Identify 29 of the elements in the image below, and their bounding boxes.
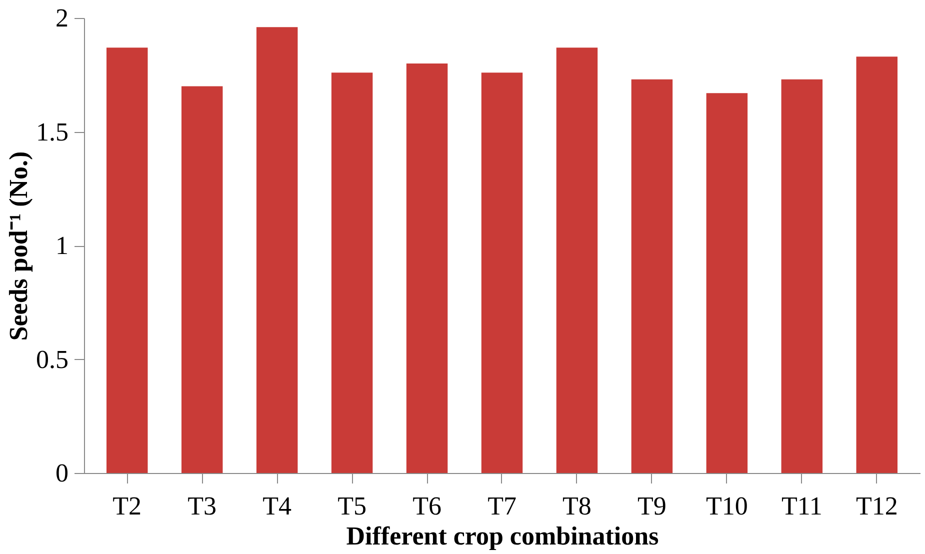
x-tick-label: T10 bbox=[706, 492, 748, 520]
x-tick-label: T2 bbox=[112, 492, 142, 520]
x-tick-label: T9 bbox=[638, 492, 666, 520]
y-tick-label: 2 bbox=[56, 4, 68, 32]
x-tick-label: T5 bbox=[338, 492, 366, 520]
y-tick-label: 0.5 bbox=[36, 344, 68, 374]
x-tick-label: T3 bbox=[188, 492, 217, 520]
bar bbox=[181, 86, 223, 473]
bar bbox=[556, 48, 598, 473]
bar bbox=[781, 79, 823, 473]
bar bbox=[331, 72, 373, 473]
x-tick-label: T6 bbox=[412, 492, 442, 520]
bar bbox=[106, 48, 148, 473]
x-axis-title: Different crop combinations bbox=[346, 522, 659, 550]
bar bbox=[406, 64, 448, 473]
x-tick-label: T4 bbox=[262, 492, 292, 520]
x-tick-label: T8 bbox=[562, 492, 592, 520]
x-tick-label: T11 bbox=[781, 492, 822, 520]
x-tick-label: T12 bbox=[856, 492, 898, 520]
x-tick-label: T7 bbox=[488, 492, 516, 520]
y-axis-title: Seeds pod⁻¹ (No.) bbox=[4, 151, 33, 341]
bar bbox=[631, 79, 673, 473]
y-tick-label: 1 bbox=[56, 231, 68, 260]
bar bbox=[706, 93, 748, 473]
bar bbox=[256, 27, 298, 473]
bar bbox=[856, 56, 898, 473]
y-tick-label: 0 bbox=[56, 458, 68, 488]
bar bbox=[481, 72, 523, 473]
y-tick-label: 1.5 bbox=[36, 117, 68, 146]
